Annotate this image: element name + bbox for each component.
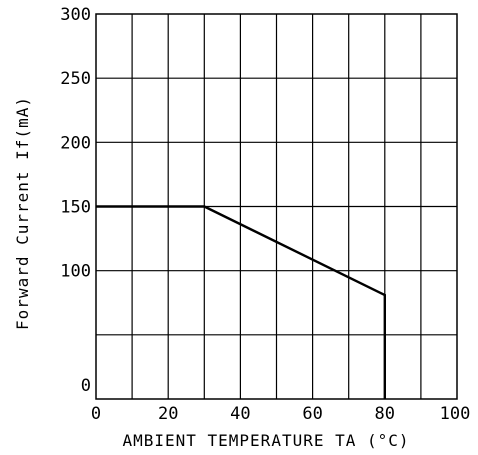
y-tick-label: 0 bbox=[81, 376, 91, 396]
y-tick-label: 250 bbox=[60, 69, 91, 89]
x-tick-label: 100 bbox=[440, 404, 471, 424]
x-tick-label: 80 bbox=[375, 404, 395, 424]
x-tick-labels: 0 20 40 60 80 100 bbox=[91, 404, 470, 424]
y-tick-label: 150 bbox=[60, 198, 91, 218]
y-tick-labels: 0 100 150 200 250 300 bbox=[60, 5, 91, 396]
x-axis-label: AMBIENT TEMPERATURE TA (°C) bbox=[122, 431, 409, 450]
x-tick-label: 0 bbox=[91, 404, 101, 424]
y-tick-label: 200 bbox=[60, 133, 91, 153]
x-tick-label: 20 bbox=[158, 404, 178, 424]
y-axis-label: Forward Current If(mA) bbox=[13, 96, 32, 330]
series-layer bbox=[96, 205, 386, 399]
y-tick-label: 100 bbox=[60, 262, 91, 282]
series-line bbox=[96, 205, 386, 399]
x-tick-label: 60 bbox=[302, 404, 322, 424]
x-tick-label: 40 bbox=[230, 404, 250, 424]
y-tick-label: 300 bbox=[60, 5, 91, 25]
